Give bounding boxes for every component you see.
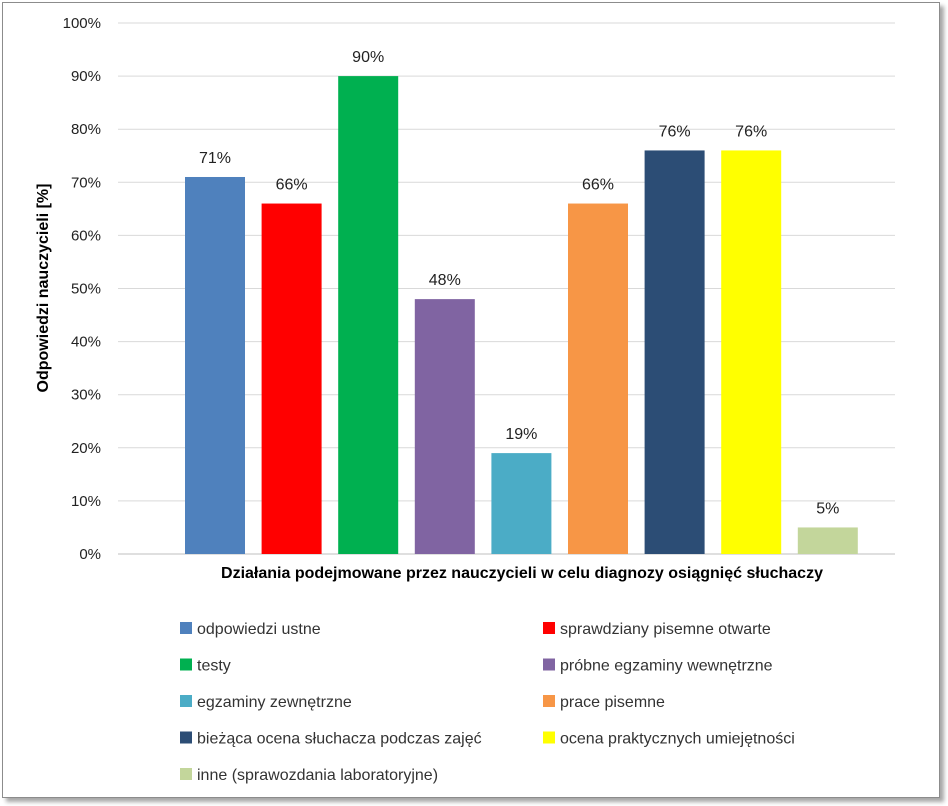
- legend-item: egzaminy zewnętrzne: [180, 694, 352, 711]
- legend-item: inne (sprawozdania laboratoryjne): [180, 767, 438, 784]
- legend-item: sprawdziany pisemne otwarte: [543, 621, 771, 638]
- data-label: 66%: [276, 177, 308, 194]
- legend-label: testy: [197, 658, 231, 675]
- bar: [491, 453, 552, 554]
- data-label: 71%: [199, 150, 231, 167]
- bar: [644, 150, 705, 554]
- legend-swatch: [543, 731, 555, 744]
- bars: [185, 76, 858, 555]
- legend-swatch: [543, 695, 555, 707]
- bar: [261, 203, 322, 555]
- legend-swatch: [180, 622, 192, 634]
- legend-swatch: [543, 658, 555, 671]
- bar: [568, 203, 628, 555]
- bar: [414, 299, 475, 554]
- data-label: 48%: [429, 272, 461, 289]
- bar: [721, 150, 782, 554]
- data-labels: 71% 66% 90% 48% 19% 66% 76% 76% 5%: [199, 49, 839, 517]
- y-tick-label: 30%: [71, 387, 101, 404]
- legend-label: ocena praktycznych umiejętności: [560, 731, 795, 748]
- y-tick-label: 20%: [71, 440, 101, 457]
- y-tick-label: 80%: [71, 121, 101, 138]
- bar: [797, 527, 858, 554]
- legend-label: egzaminy zewnętrzne: [197, 694, 352, 711]
- legend-swatch: [543, 622, 555, 634]
- y-tick-label: 0%: [79, 546, 101, 563]
- bar: [185, 176, 245, 555]
- legend-label: odpowiedzi ustne: [197, 621, 321, 638]
- y-tick-label: 100%: [63, 15, 101, 32]
- y-tick-label: 60%: [71, 227, 101, 244]
- data-label: 90%: [352, 49, 384, 66]
- y-tick-label: 40%: [71, 334, 101, 351]
- legend-label: inne (sprawozdania laboratoryjne): [197, 767, 438, 784]
- legend-item: prace pisemne: [543, 694, 665, 711]
- legend-swatch: [180, 768, 192, 780]
- y-tick-label: 70%: [71, 174, 101, 191]
- bar: [338, 76, 399, 554]
- legend-item: testy: [180, 658, 231, 675]
- legend-swatch: [180, 731, 192, 744]
- data-label: 19%: [505, 426, 537, 443]
- legend-swatch: [180, 695, 192, 707]
- legend-swatch: [180, 658, 192, 671]
- legend-label: próbne egzaminy wewnętrzne: [560, 658, 773, 675]
- data-label: 5%: [816, 500, 839, 517]
- legend-item: ocena praktycznych umiejętności: [543, 731, 795, 748]
- legend: odpowiedzi ustne sprawdziany pisemne otwa…: [180, 621, 795, 784]
- y-axis-title: Odpowiedzi nauczycieli [%]: [35, 184, 52, 393]
- legend-label: bieżąca ocena słuchacza podczas zajęć: [197, 731, 482, 748]
- y-axis-ticks: 0% 10% 20% 30% 40% 50% 60% 70% 80% 90% 100%: [63, 15, 101, 563]
- legend-item: bieżąca ocena słuchacza podczas zajęć: [180, 731, 482, 748]
- data-label: 76%: [735, 123, 767, 140]
- x-axis-title: Działania podejmowane przez nauczycieli …: [221, 565, 823, 582]
- y-tick-label: 10%: [71, 493, 101, 510]
- y-tick-label: 90%: [71, 68, 101, 85]
- data-label: 76%: [659, 123, 691, 140]
- y-tick-label: 50%: [71, 281, 101, 298]
- legend-item: próbne egzaminy wewnętrzne: [543, 658, 773, 675]
- legend-label: sprawdziany pisemne otwarte: [560, 621, 771, 638]
- legend-label: prace pisemne: [560, 694, 665, 711]
- legend-item: odpowiedzi ustne: [180, 621, 321, 638]
- data-label: 66%: [582, 177, 614, 194]
